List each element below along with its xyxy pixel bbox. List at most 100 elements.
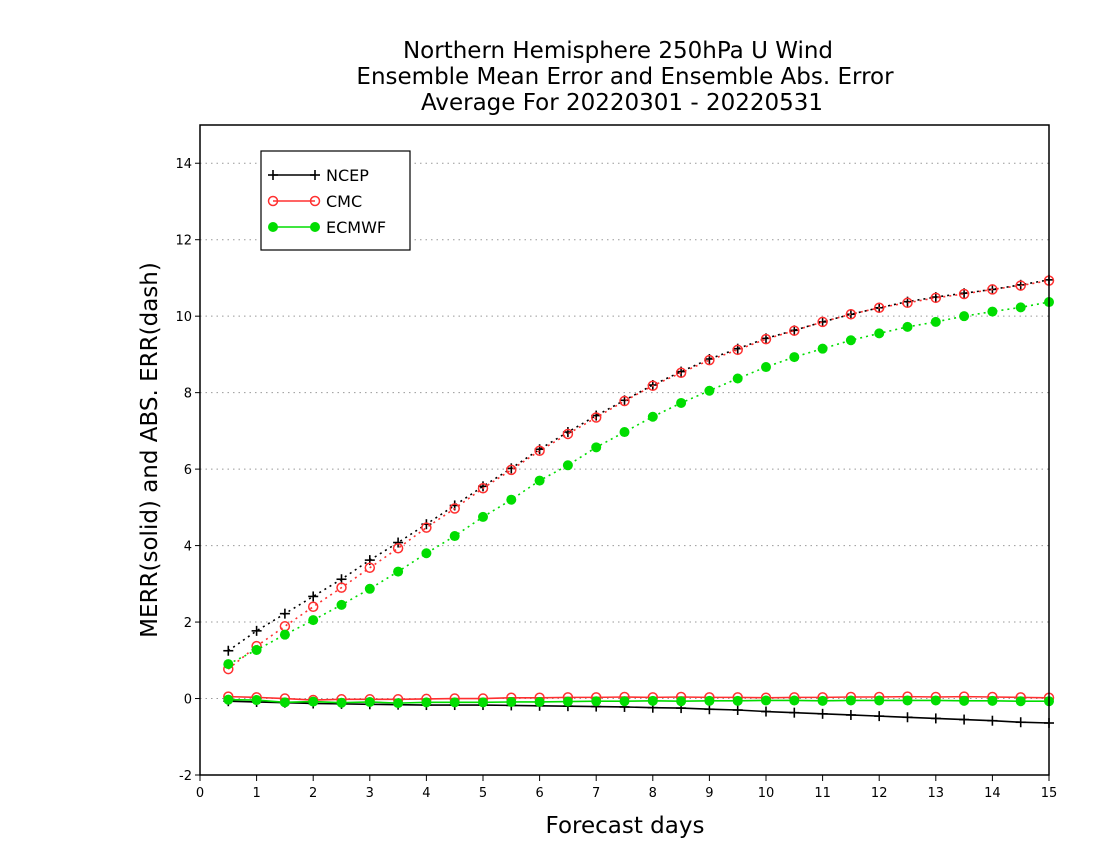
ecmwf-abs-err-point xyxy=(704,385,715,396)
ecmwf-abs-err-point xyxy=(478,511,488,522)
cmc-merr-line xyxy=(228,695,1050,701)
ncep-merr-point xyxy=(704,704,715,715)
y-tick-label: 2 xyxy=(184,616,192,631)
series-layer xyxy=(223,274,1055,728)
ecmwf-merr-point xyxy=(393,698,404,709)
ecmwf-abs-err-point xyxy=(251,644,262,655)
legend-marker-start-ecmwf xyxy=(268,222,278,232)
legend-item-ecmwf: ECMWF xyxy=(268,218,386,237)
y-tick-label: 8 xyxy=(184,387,192,402)
ncep-abs-err-point xyxy=(308,591,319,602)
ecmwf-abs-err-point xyxy=(845,335,856,346)
y-tick-label: 10 xyxy=(175,310,192,325)
ecmwf-abs-err-point xyxy=(930,316,941,327)
ecmwf-merr-point xyxy=(619,696,630,707)
ecmwf-merr-point xyxy=(506,696,517,707)
cmc-abs-err-point xyxy=(647,380,659,392)
ncep-merr-point xyxy=(930,713,941,724)
ecmwf-merr-point xyxy=(591,696,602,707)
y-tick-label: 0 xyxy=(184,693,192,708)
x-tick-label: 3 xyxy=(366,786,374,801)
gridlines xyxy=(200,162,1049,776)
x-tick-label: 14 xyxy=(984,786,1001,801)
ecmwf-abs-err-point xyxy=(619,427,630,438)
ncep-abs-err-line xyxy=(227,279,1050,652)
ecmwf-merr-point xyxy=(421,697,432,708)
ecmwf-merr-point xyxy=(704,695,715,706)
cmc-abs-err-point xyxy=(958,288,970,300)
series-ecmwf xyxy=(223,297,1054,709)
ecmwf-merr-point xyxy=(676,696,687,707)
cmc-abs-err-point xyxy=(449,503,460,514)
cmc-abs-err-point xyxy=(307,601,319,613)
ecmwf-abs-err-point xyxy=(308,615,319,626)
ecmwf-abs-err-point xyxy=(336,599,347,610)
legend-marker-start-cmc xyxy=(267,195,279,207)
ncep-abs-err-point xyxy=(279,608,290,619)
legend-items: NCEP CMC ECMWF xyxy=(267,166,386,237)
ecmwf-abs-err-point xyxy=(732,373,743,384)
ncep-abs-err-point xyxy=(817,316,828,327)
ncep-merr-line xyxy=(228,700,1050,724)
ecmwf-merr-point xyxy=(251,695,262,706)
chart-title-line-3: Average For 20220301 - 20220531 xyxy=(421,90,823,116)
ecmwf-abs-err-point xyxy=(223,659,234,670)
ecmwf-merr-point xyxy=(279,697,290,708)
x-tick-label: 9 xyxy=(705,786,713,801)
ecmwf-merr-point xyxy=(449,697,460,708)
plot-frame xyxy=(199,124,1050,776)
cmc-abs-err-point xyxy=(279,621,291,632)
ecmwf-merr-point xyxy=(308,696,319,707)
ecmwf-abs-err-point xyxy=(364,583,375,594)
ncep-abs-err-point xyxy=(223,645,234,656)
cmc-abs-err-point xyxy=(902,297,913,309)
ecmwf-abs-err-point xyxy=(393,566,404,577)
ecmwf-merr-point xyxy=(223,694,234,705)
x-tick-label: 5 xyxy=(479,786,487,801)
ecmwf-abs-err-point xyxy=(902,321,913,332)
ncep-merr-point xyxy=(902,712,913,723)
legend-item-ncep: NCEP xyxy=(268,166,369,185)
y-tick-label: -2 xyxy=(179,769,192,784)
ncep-abs-err-point xyxy=(393,537,404,548)
cmc-abs-err-point xyxy=(506,464,517,476)
ecmwf-merr-point xyxy=(902,695,913,706)
ncep-merr-point xyxy=(789,707,800,718)
ncep-merr-point xyxy=(817,708,828,719)
legend-label-ecmwf: ECMWF xyxy=(326,218,386,237)
x-tick-label: 1 xyxy=(252,786,260,801)
ecmwf-abs-err-line xyxy=(227,301,1050,665)
cmc-abs-err-point xyxy=(760,333,772,345)
x-axis-label: Forecast days xyxy=(546,813,705,839)
ncep-merr-point xyxy=(732,705,743,715)
cmc-abs-err-point xyxy=(421,522,432,533)
cmc-abs-err-point xyxy=(732,344,743,356)
ecmwf-abs-err-point xyxy=(562,460,573,471)
cmc-abs-err-point xyxy=(477,482,489,494)
ecmwf-merr-point xyxy=(1015,696,1026,707)
ecmwf-abs-err-point xyxy=(789,352,800,363)
x-tick-label: 7 xyxy=(592,786,600,801)
cmc-abs-err-point xyxy=(392,543,404,554)
x-tick-label: 2 xyxy=(309,786,317,801)
chart-title-line-2: Ensemble Mean Error and Ensemble Abs. Er… xyxy=(356,64,894,90)
cmc-abs-err-point xyxy=(845,309,857,320)
cmc-abs-err-point xyxy=(675,367,687,379)
ecmwf-merr-point xyxy=(761,695,771,706)
ecmwf-merr-point xyxy=(732,695,743,706)
x-tick-label: 4 xyxy=(422,786,430,801)
ecmwf-merr-point xyxy=(789,695,800,706)
cmc-abs-err-point xyxy=(873,302,885,314)
x-tick-label: 13 xyxy=(928,786,945,801)
y-axis-label: MERR(solid) and ABS. ERR(dash) xyxy=(137,262,163,638)
ecmwf-merr-point xyxy=(874,695,885,706)
series-cmc xyxy=(223,275,1055,706)
ecmwf-abs-err-point xyxy=(421,548,432,559)
ecmwf-merr-point xyxy=(845,695,856,706)
ecmwf-merr-point xyxy=(562,696,573,707)
cmc-abs-err-point xyxy=(534,445,545,457)
cmc-abs-err-point xyxy=(817,316,828,328)
ncep-abs-err-point xyxy=(251,625,262,636)
ecmwf-abs-err-point xyxy=(676,397,687,408)
